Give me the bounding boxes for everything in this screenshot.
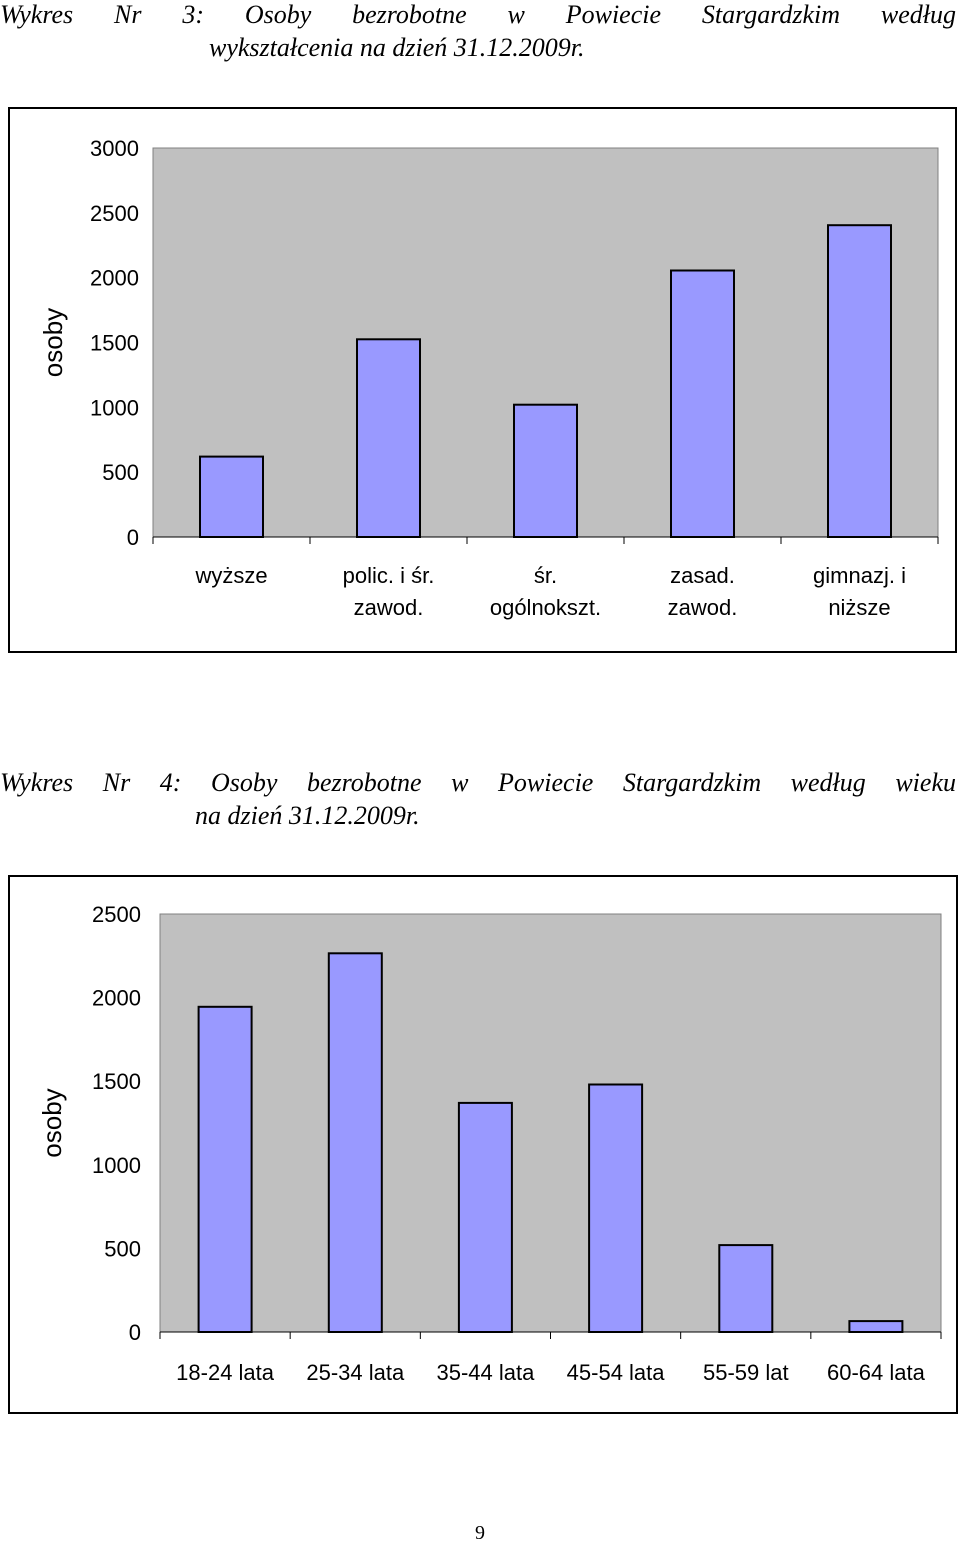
x-tick-label: 45-54 lata [567,1360,666,1385]
x-tick-label: gimnazj. i [813,563,906,588]
chart-3-caption: Wykres Nr 3: Osoby bezrobotne w Powiecie… [0,0,960,64]
bar [199,455,264,539]
bar [827,224,892,538]
bar [356,338,421,538]
x-tick-label: ogólnokszt. [490,595,601,620]
x-tick-label: 35-44 lata [436,1360,535,1385]
y-tick-label: 2500 [92,902,141,927]
y-tick-label: 2500 [90,201,139,226]
chart-4-caption-line-1: Wykres Nr 4: Osoby bezrobotne w Powiecie… [0,768,956,797]
x-tick-label: zawod. [668,595,738,620]
bar [848,1320,904,1334]
x-tick-label: 60-64 lata [827,1360,926,1385]
y-tick-label: 1500 [92,1069,141,1094]
chart-3-caption-line-2: wykształcenia na dzień 31.12.2009r. [209,33,585,62]
chart-4-caption: Wykres Nr 4: Osoby bezrobotne w Powiecie… [0,766,960,832]
x-tick-label: zasad. [670,563,735,588]
x-tick-label: wyższe [194,563,267,588]
page-number: 9 [475,1522,485,1544]
y-tick-label: 500 [102,460,139,485]
age-bar-chart: 0 500 1000 1500 2000 2500 18-24 lata 25-34 lat… [8,875,958,1414]
x-tick-label: niższe [828,595,890,620]
y-axis-label: osoby [37,1088,67,1157]
bar [588,1083,644,1333]
bar [197,1005,253,1334]
y-tick-label: 500 [104,1236,141,1261]
x-tick-label: śr. [534,563,557,588]
x-tick-label: zawod. [354,595,424,620]
y-tick-label: 3000 [90,136,139,161]
x-tick-label: polic. i śr. [343,563,435,588]
chart-4-caption-line-2: na dzień 31.12.2009r. [195,801,420,830]
x-tick-label: 18-24 lata [176,1360,275,1385]
bar [327,952,383,1334]
y-tick-label: 1500 [90,331,139,356]
bar [670,269,735,538]
y-axis-label: osoby [38,308,68,377]
chart-3-caption-line-1: Wykres Nr 3: Osoby bezrobotne w Powiecie… [0,0,956,29]
bar [457,1101,513,1333]
bar [718,1244,774,1334]
y-tick-label: 0 [127,525,139,550]
x-tick-label: 55-59 lat [703,1360,789,1385]
bar [513,403,578,539]
y-tick-label: 2000 [90,266,139,291]
x-tick-label: 25-34 lata [306,1360,405,1385]
y-tick-label: 0 [129,1320,141,1345]
y-tick-label: 1000 [90,395,139,420]
plot-area [159,913,942,1333]
y-tick-label: 1000 [92,1153,141,1178]
y-tick-label: 2000 [92,986,141,1011]
education-bar-chart: 0 500 1000 1500 2000 2500 3000 wyższe polic. i … [8,107,957,653]
